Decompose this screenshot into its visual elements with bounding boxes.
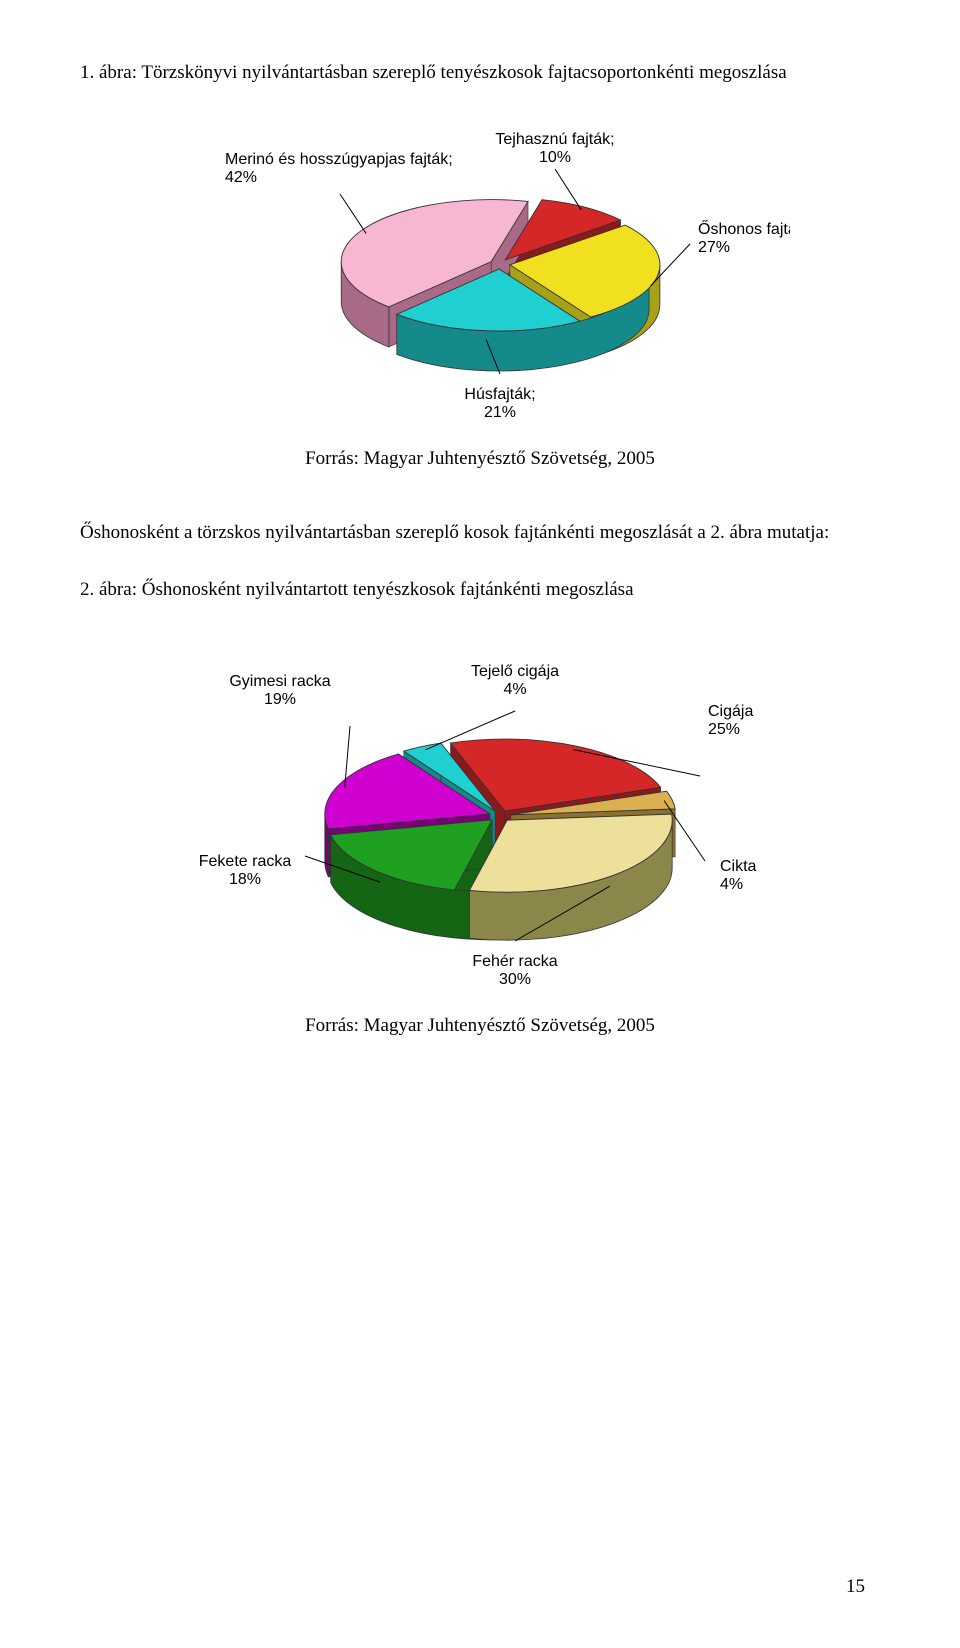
figure2-title: 2. ábra: Őshonosként nyilvántartott teny… <box>80 567 880 613</box>
svg-text:Fekete racka: Fekete racka <box>199 853 292 870</box>
figure1-pie: Merinó és hosszúgyapjas fajták;42% Tejhas… <box>170 124 790 434</box>
figure2-source: Forrás: Magyar Juhtenyésztő Szövetség, 2… <box>80 1015 880 1037</box>
svg-text:Cikta: Cikta <box>720 858 757 875</box>
figure2-pie: Gyimesi racka19%Tejelő cigája4%Cigája25%… <box>160 641 800 1001</box>
svg-text:Gyimesi racka: Gyimesi racka <box>229 673 330 690</box>
figure1-chart-container: Merinó és hosszúgyapjas fajták;42% Tejhas… <box>80 124 880 434</box>
svg-text:27%: 27% <box>698 239 730 256</box>
figure1-source: Forrás: Magyar Juhtenyésztő Szövetség, 2… <box>80 448 880 470</box>
svg-text:19%: 19% <box>264 691 296 708</box>
svg-text:42%: 42% <box>225 169 257 186</box>
svg-text:18%: 18% <box>229 871 261 888</box>
svg-text:Őshonos fajták;: Őshonos fajták; <box>698 219 790 238</box>
svg-text:Fehér racka: Fehér racka <box>472 953 557 970</box>
svg-text:Merinó és hosszúgyapjas fajták: Merinó és hosszúgyapjas fajták; <box>225 151 453 168</box>
svg-text:Tejhasznú fajták;: Tejhasznú fajták; <box>495 131 614 148</box>
svg-text:Húsfajták;: Húsfajták; <box>464 386 535 403</box>
svg-text:30%: 30% <box>499 971 531 988</box>
figure1-title: 1. ábra: Törzskönyvi nyilvántartásban sz… <box>80 50 880 96</box>
svg-text:Cigája: Cigája <box>708 703 753 720</box>
svg-text:Tejelő cigája: Tejelő cigája <box>471 663 559 680</box>
page-number: 15 <box>846 1576 865 1598</box>
svg-text:25%: 25% <box>708 721 740 738</box>
between-text: Őshonosként a törzskos nyilvántartásban … <box>80 510 880 556</box>
svg-text:4%: 4% <box>720 876 743 893</box>
svg-text:10%: 10% <box>539 149 571 166</box>
svg-text:4%: 4% <box>503 681 526 698</box>
svg-text:21%: 21% <box>484 404 516 421</box>
figure2-chart-container: Gyimesi racka19%Tejelő cigája4%Cigája25%… <box>80 641 880 1001</box>
